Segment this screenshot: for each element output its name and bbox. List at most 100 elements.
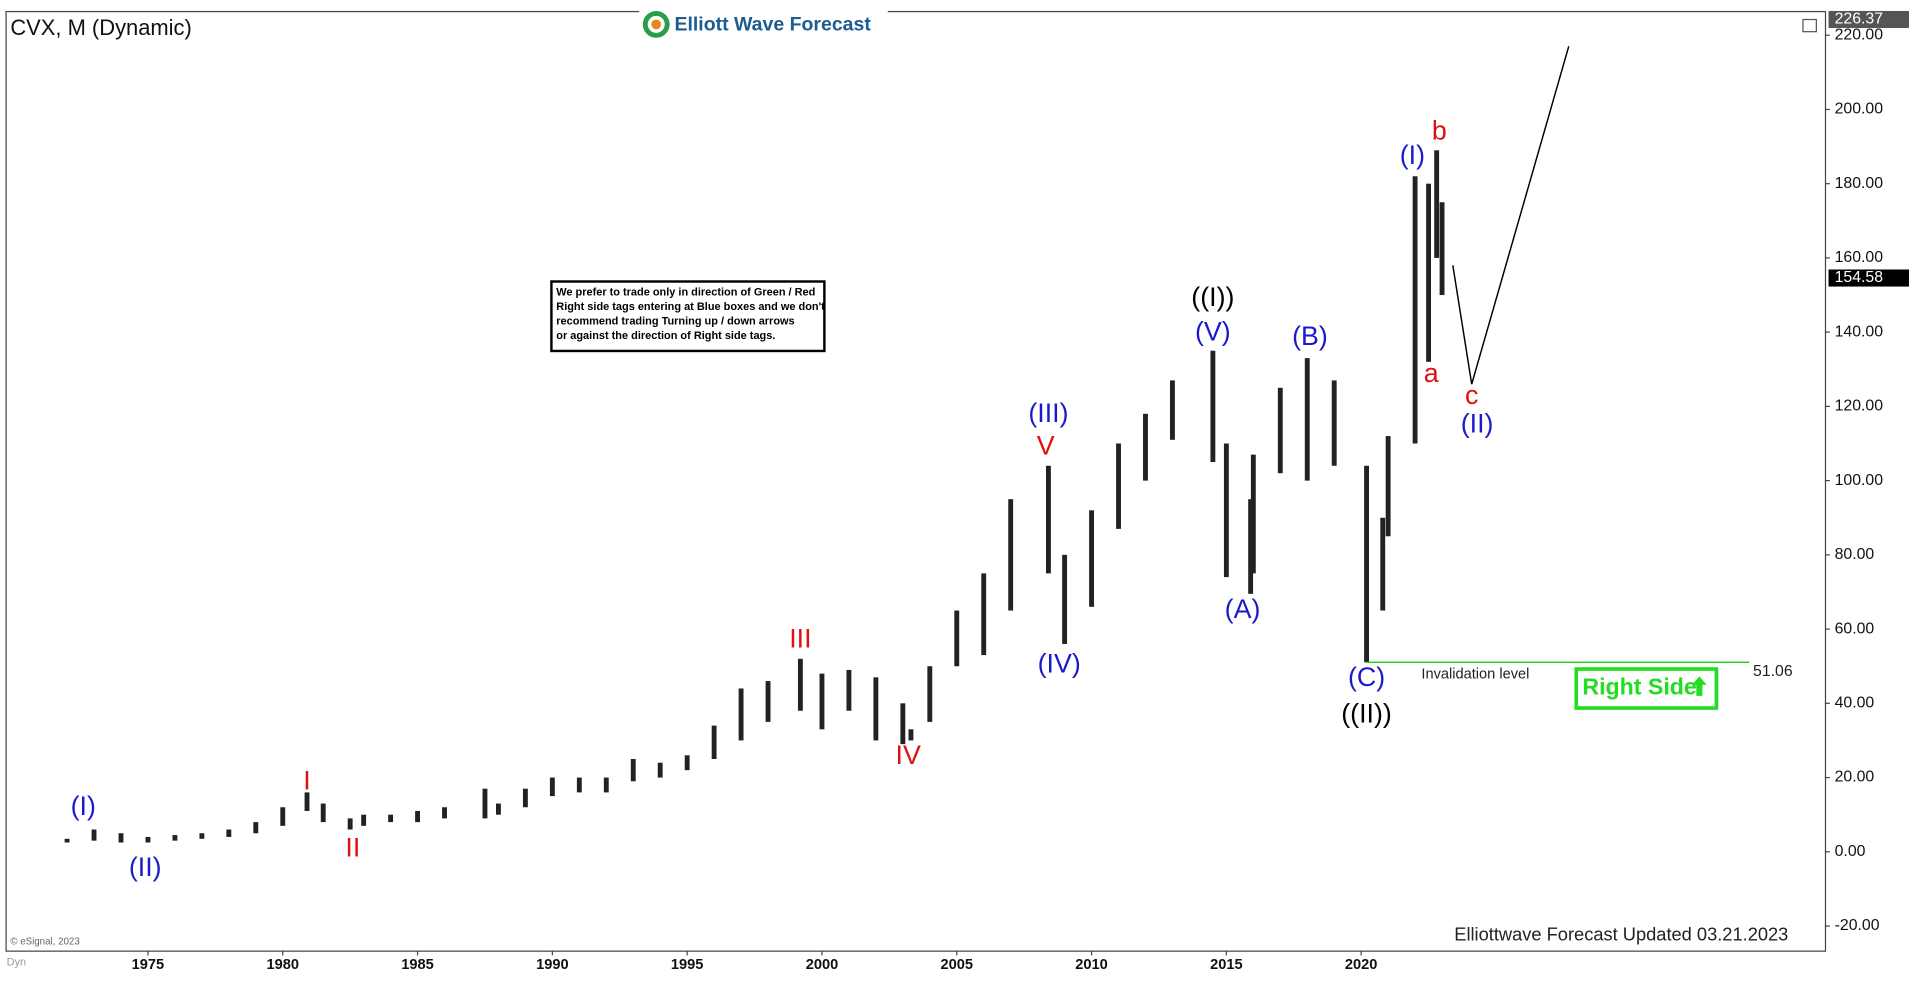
price-bar <box>954 610 960 667</box>
x-tick-label: 1995 <box>671 957 704 973</box>
x-tick-label: 1985 <box>401 957 434 973</box>
y-tick-label: 220.00 <box>1835 26 1884 43</box>
price-bar <box>630 759 636 782</box>
y-tick-label: 40.00 <box>1835 695 1875 712</box>
logo-box <box>639 9 888 39</box>
projection-path <box>1452 46 1570 385</box>
price-bar <box>172 835 178 841</box>
price-bar <box>388 814 394 823</box>
price-bar <box>1380 517 1386 611</box>
window-button[interactable] <box>1802 18 1817 33</box>
note-frame <box>550 280 826 353</box>
price-bar <box>1364 465 1369 663</box>
price-bar <box>1210 350 1216 463</box>
price-bar <box>361 814 367 826</box>
price-bar <box>496 803 501 815</box>
price-bar <box>846 669 852 711</box>
price-bar <box>549 777 555 797</box>
x-tick-label: 1975 <box>132 957 165 973</box>
y-tick-label: 20.00 <box>1835 769 1875 786</box>
price-bar <box>711 725 717 760</box>
invalidation-value: 51.06 <box>1753 663 1793 680</box>
price-bar <box>900 703 906 745</box>
price-bar <box>118 833 124 843</box>
price-bar <box>908 729 914 741</box>
x-tick-label: 2005 <box>941 957 974 973</box>
logo-icon-core <box>651 19 662 30</box>
price-bar <box>1143 413 1148 481</box>
price-bar <box>873 677 879 741</box>
wave-label: III <box>789 623 811 653</box>
y-tick-label: -20.00 <box>1835 917 1880 934</box>
price-bar <box>1331 380 1337 466</box>
wave-label: (IV) <box>1038 649 1081 679</box>
wave-label: (I) <box>1400 140 1425 170</box>
x-tick-label: 2000 <box>806 957 839 973</box>
price-bar <box>1089 510 1095 607</box>
x-tick-label: 2010 <box>1075 957 1108 973</box>
price-bar <box>253 822 259 834</box>
wave-label: I <box>303 765 310 795</box>
wave-label: (II) <box>129 852 162 882</box>
price-bar <box>1434 150 1440 258</box>
price-bar <box>1439 202 1445 296</box>
x-tick-label: 1990 <box>536 957 569 973</box>
right-side-text: Right Side <box>1582 674 1697 700</box>
y-tick-label: 140.00 <box>1835 323 1884 340</box>
wave-label: II <box>345 832 360 862</box>
right-side-arrow <box>1692 676 1707 696</box>
wave-label: (B) <box>1292 321 1328 351</box>
plot-frame <box>5 10 1827 952</box>
wave-label: (A) <box>1225 594 1261 624</box>
wave-label: (C) <box>1348 662 1385 692</box>
wave-label: (I) <box>71 791 96 821</box>
y-tick-label: 0.00 <box>1835 843 1866 860</box>
price-tag: 226.37 <box>1828 11 1909 29</box>
price-bar <box>482 788 488 819</box>
price-bar <box>64 838 70 843</box>
note-line: recommend trading Turning up / down arro… <box>556 316 794 328</box>
price-bar <box>981 573 987 656</box>
copyright: © eSignal, 2023 <box>10 937 79 948</box>
price-tag: 154.58 <box>1828 269 1909 287</box>
wave-label: (II) <box>1461 409 1494 439</box>
y-tick-label: 100.00 <box>1835 472 1884 489</box>
wave-label: (V) <box>1195 316 1231 346</box>
corner-label: Dyn <box>7 957 26 969</box>
wave-label: (III) <box>1028 398 1068 428</box>
wave-label: b <box>1432 116 1447 146</box>
y-tick-label: 160.00 <box>1835 249 1884 266</box>
note-box: We prefer to trade only in direction of … <box>550 280 826 353</box>
footer: Elliottwave Forecast Updated 03.21.2023 <box>1454 924 1788 945</box>
y-tick-label: 60.00 <box>1835 620 1875 637</box>
price-bar <box>1250 454 1256 574</box>
price-bar <box>1045 465 1051 574</box>
price-bar <box>1116 443 1121 529</box>
y-tick-label: 80.00 <box>1835 546 1875 563</box>
chart-title: CVX, M (Dynamic) <box>10 15 191 40</box>
wave-label: ((I)) <box>1191 282 1234 312</box>
price-bar <box>1223 443 1229 578</box>
logo-icon <box>642 10 670 38</box>
price-bar <box>442 807 447 819</box>
wave-label: a <box>1424 358 1439 388</box>
logo: Elliott Wave Forecast <box>639 9 888 39</box>
price-bar <box>657 762 663 778</box>
y-tick-label: 200.00 <box>1835 101 1884 118</box>
price-bar <box>819 673 825 730</box>
price-bar <box>280 807 286 826</box>
price-bar <box>1008 499 1014 611</box>
invalidation-label: Invalidation level <box>1421 666 1529 682</box>
price-bar <box>1385 436 1391 537</box>
price-bar <box>304 792 310 811</box>
price-bar <box>1412 176 1418 444</box>
price-bar <box>576 777 582 793</box>
price-bar <box>91 829 97 841</box>
price-bar <box>1248 499 1254 594</box>
wave-label: V <box>1037 430 1055 460</box>
wave-label: ((II)) <box>1341 699 1392 729</box>
price-bar <box>522 788 528 808</box>
